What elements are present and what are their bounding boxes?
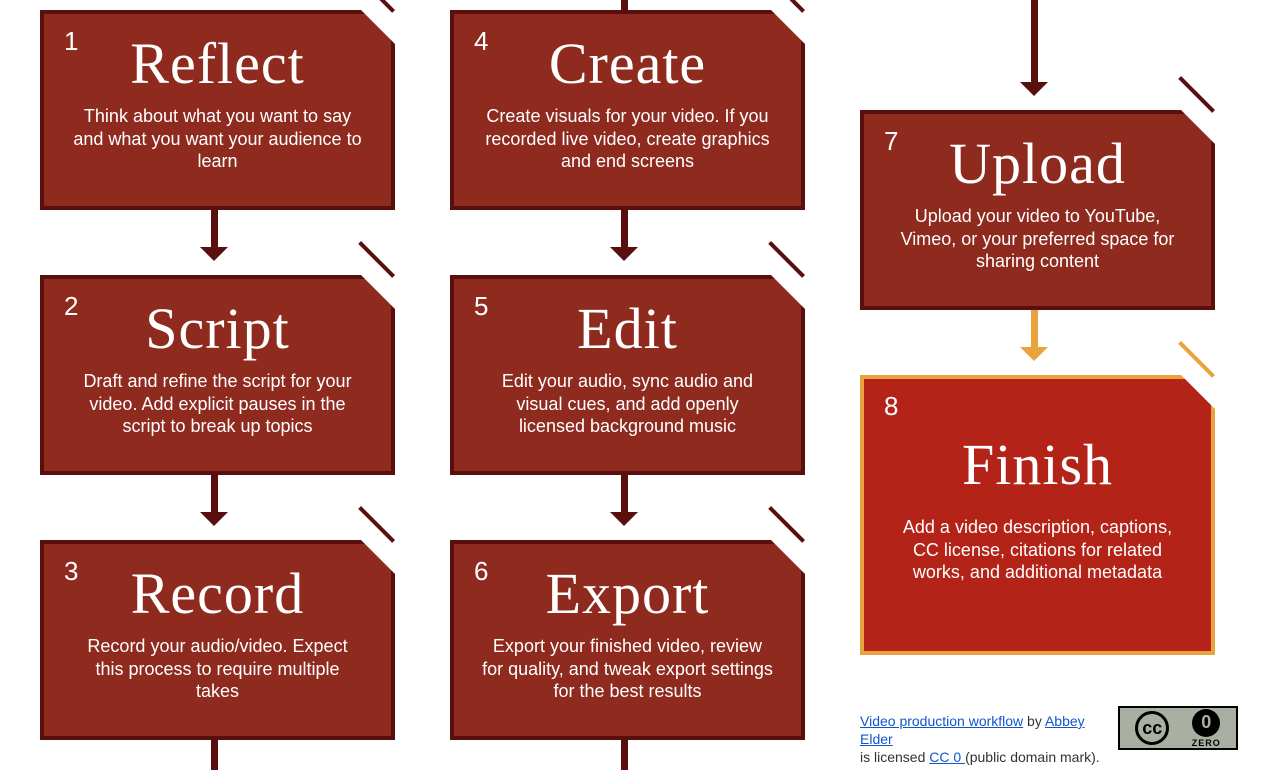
node-number: 7 [884, 126, 898, 157]
arrow-line [621, 475, 628, 512]
arrow-head-icon [200, 512, 228, 526]
node-title: Reflect [64, 30, 371, 97]
cc-logo-icon: cc [1135, 711, 1169, 745]
node-corner-stroke [358, 506, 395, 543]
node-finish: 8 Finish Add a video description, captions… [860, 375, 1215, 655]
arrow-head-icon [200, 247, 228, 261]
cc-zero-icon: 0 [1192, 709, 1220, 737]
arrow-line [211, 475, 218, 512]
arrow-head-icon [1020, 82, 1048, 96]
node-corner-stroke [358, 241, 395, 278]
node-number: 3 [64, 556, 78, 587]
node-title: Finish [884, 431, 1191, 498]
node-create: 4Create Create visuals for your video. If… [450, 10, 805, 210]
node-description: Think about what you want to say and wha… [64, 105, 371, 173]
node-number: 5 [474, 291, 488, 322]
node-corner-cut [1181, 375, 1215, 409]
node-corner-stroke [1178, 76, 1215, 113]
node-title: Export [474, 560, 781, 627]
node-description: Create visuals for your video. If you re… [474, 105, 781, 173]
cc-zero-mark: 0ZERO [1192, 709, 1221, 748]
node-number: 1 [64, 26, 78, 57]
arrow-line [621, 210, 628, 247]
node-corner-stroke [768, 241, 805, 278]
node-corner-cut [771, 540, 805, 574]
node-number: 4 [474, 26, 488, 57]
node-description: Record your audio/video. Expect this pro… [64, 635, 371, 703]
cc-zero-label: ZERO [1192, 738, 1221, 748]
arrow-head-icon [610, 247, 638, 261]
node-upload: 7Upload Upload your video to YouTube, Vim… [860, 110, 1215, 310]
arrow-line [1031, 0, 1038, 82]
attribution-license-suffix: (public domain mark). [965, 749, 1100, 765]
node-corner-cut [1181, 110, 1215, 144]
node-description: Edit your audio, sync audio and visual c… [474, 370, 781, 438]
attribution-link-license[interactable]: CC 0 [929, 749, 965, 765]
node-title: Script [64, 295, 371, 362]
node-number: 6 [474, 556, 488, 587]
arrow-line [1031, 310, 1038, 347]
node-corner-stroke [1178, 341, 1215, 378]
attribution-text: Video production workflow by Abbey Elder… [860, 712, 1110, 767]
node-corner-cut [771, 275, 805, 309]
node-title: Record [64, 560, 371, 627]
node-reflect: 1Reflect Think about what you want to say… [40, 10, 395, 210]
arrow-line [211, 210, 218, 247]
node-title: Create [474, 30, 781, 97]
node-number: 8 [884, 391, 898, 422]
node-export: 6Export Export your finished video, revie… [450, 540, 805, 740]
node-corner-cut [361, 540, 395, 574]
node-edit: 5Edit Edit your audio, sync audio and vis… [450, 275, 805, 475]
arrow-line [211, 740, 218, 770]
node-title: Edit [474, 295, 781, 362]
arrow-line [621, 740, 628, 770]
cc-zero-badge[interactable]: cc 0ZERO [1118, 706, 1238, 750]
attribution-by: by [1023, 713, 1045, 729]
node-corner-cut [361, 275, 395, 309]
node-description: Add a video description, captions, CC li… [884, 516, 1191, 584]
node-script: 2Script Draft and refine the script for y… [40, 275, 395, 475]
arrow-line [621, 0, 628, 10]
arrow-head-icon [610, 512, 638, 526]
node-title: Upload [884, 130, 1191, 197]
node-number: 2 [64, 291, 78, 322]
node-corner-stroke [768, 506, 805, 543]
node-record: 3Record Record your audio/video. Expect t… [40, 540, 395, 740]
attribution-link-workflow[interactable]: Video production workflow [860, 713, 1023, 729]
node-corner-cut [361, 10, 395, 44]
node-description: Export your finished video, review for q… [474, 635, 781, 703]
node-description: Draft and refine the script for your vid… [64, 370, 371, 438]
arrow-head-icon [1020, 347, 1048, 361]
node-description: Upload your video to YouTube, Vimeo, or … [884, 205, 1191, 273]
attribution-license-prefix: is licensed [860, 749, 929, 765]
node-corner-cut [771, 10, 805, 44]
